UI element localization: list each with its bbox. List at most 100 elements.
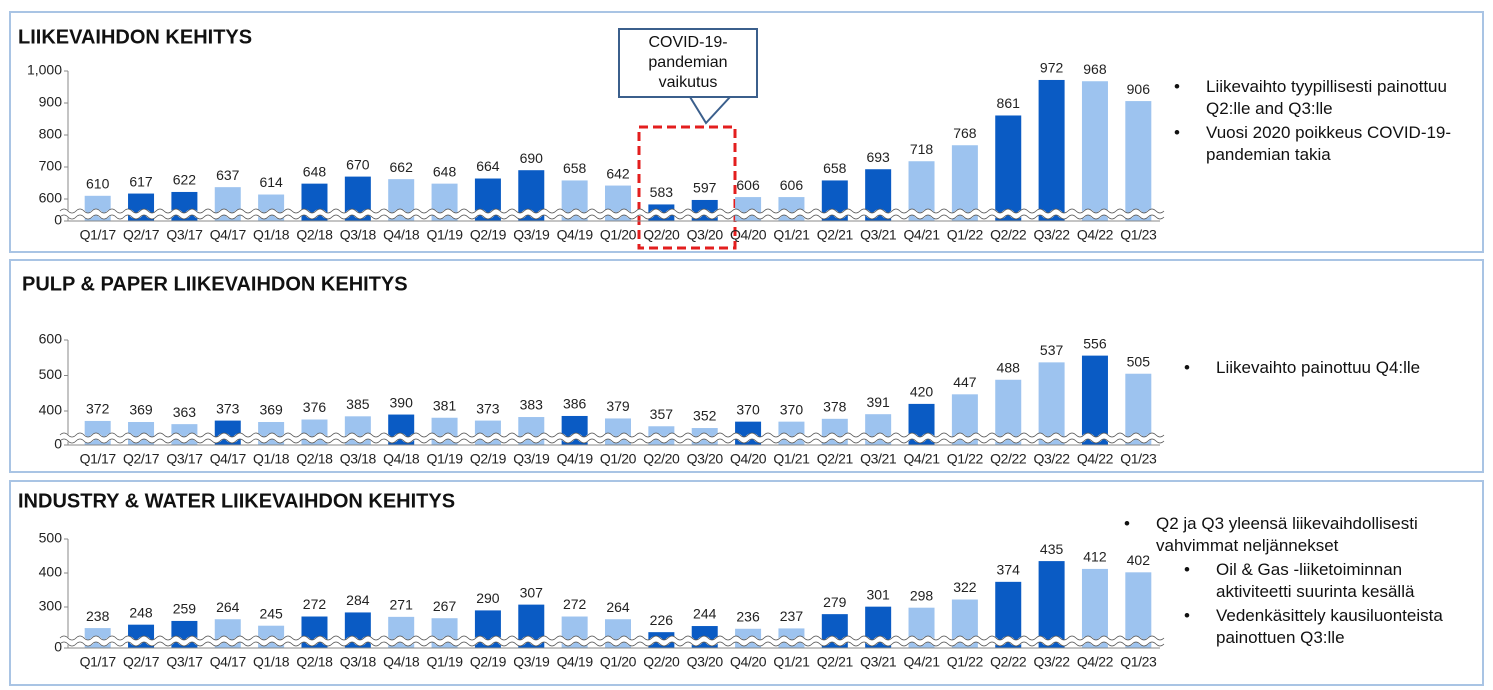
value-label: 606 (780, 177, 804, 193)
x-tick-label: Q2/21 (817, 451, 854, 467)
chart-title: LIIKEVAIHDON KEHITYS (18, 26, 252, 48)
y-tick-label: 600 (39, 331, 63, 347)
x-tick-label: Q4/17 (210, 227, 247, 243)
y-tick-label: 0 (54, 212, 62, 228)
x-tick-label: Q1/17 (80, 227, 117, 243)
x-tick-label: Q4/21 (903, 451, 940, 467)
value-label: 861 (997, 95, 1021, 111)
value-label: 664 (476, 158, 500, 174)
value-label: 906 (1127, 81, 1151, 97)
x-tick-label: Q4/20 (730, 227, 767, 243)
notes: Liikevaihto tyypillisesti painottuu Q2:l… (1170, 76, 1470, 168)
x-tick-label: Q3/22 (1034, 654, 1071, 670)
bar (995, 115, 1022, 221)
value-label: 374 (997, 562, 1021, 578)
callout-pointer (689, 96, 731, 125)
x-tick-label: Q4/19 (557, 451, 594, 467)
x-tick-label: Q4/20 (730, 654, 767, 670)
value-label: 537 (1040, 342, 1064, 358)
value-label: 238 (86, 608, 110, 624)
x-tick-label: Q3/17 (166, 227, 203, 243)
value-label: 693 (866, 149, 890, 165)
value-label: 279 (823, 594, 847, 610)
value-label: 226 (650, 612, 674, 628)
x-tick-label: Q4/18 (383, 654, 420, 670)
notes: Liikevaihto painottuu Q4:lle (1180, 357, 1480, 381)
value-label: 386 (563, 396, 587, 412)
x-tick-label: Q2/22 (990, 451, 1027, 467)
note: Vedenkäsittely kausiluonteista painottue… (1180, 605, 1480, 649)
note: Q2 ja Q3 yleensä liikevaihdollisesti vah… (1120, 513, 1470, 557)
x-tick-label: Q3/17 (166, 654, 203, 670)
x-tick-label: Q3/21 (860, 654, 897, 670)
x-tick-label: Q1/20 (600, 227, 637, 243)
y-tick-label: 1,000 (27, 62, 62, 78)
value-label: 244 (693, 606, 717, 622)
x-tick-label: Q1/17 (80, 451, 117, 467)
bar (1081, 81, 1108, 222)
x-tick-label: Q1/21 (773, 451, 810, 467)
value-label: 383 (520, 397, 544, 413)
y-tick-label: 400 (39, 564, 63, 580)
y-tick-label: 500 (39, 366, 63, 382)
bar (1038, 79, 1065, 222)
value-label: 378 (823, 399, 847, 415)
y-tick-label: 500 (39, 530, 63, 546)
x-tick-label: Q4/21 (903, 227, 940, 243)
x-tick-label: Q3/20 (687, 451, 724, 467)
x-tick-label: Q4/18 (383, 227, 420, 243)
x-tick-label: Q2/22 (990, 654, 1027, 670)
value-label: 610 (86, 176, 110, 192)
value-label: 606 (736, 177, 760, 193)
callout: COVID-19-pandemian vaikutus (618, 28, 758, 98)
value-label: 662 (390, 159, 414, 175)
value-label: 284 (346, 592, 370, 608)
value-label: 322 (953, 579, 977, 595)
value-label: 690 (520, 150, 544, 166)
y-tick-label: 0 (54, 639, 62, 655)
x-tick-label: Q1/23 (1120, 227, 1157, 243)
x-tick-label: Q2/17 (123, 654, 160, 670)
value-label: 376 (303, 399, 327, 415)
x-tick-label: Q4/18 (383, 451, 420, 467)
notes: Q2 ja Q3 yleensä liikevaihdollisesti vah… (1120, 513, 1470, 559)
x-tick-label: Q3/19 (513, 654, 550, 670)
x-tick-label: Q3/21 (860, 451, 897, 467)
value-label: 968 (1083, 61, 1107, 77)
value-label: 298 (910, 587, 934, 603)
x-tick-label: Q2/18 (296, 654, 333, 670)
axis-break-line (59, 432, 1165, 438)
value-label: 583 (650, 184, 674, 200)
axis-break (57, 433, 1167, 443)
value-label: 597 (693, 180, 717, 196)
x-tick-label: Q1/21 (773, 654, 810, 670)
bar (951, 145, 978, 221)
value-label: 237 (780, 608, 804, 624)
axis-break-line (59, 208, 1165, 214)
x-tick-label: Q2/18 (296, 451, 333, 467)
x-tick-label: Q1/19 (426, 227, 463, 243)
bar (1125, 101, 1152, 221)
bar (1038, 561, 1065, 648)
x-tick-label: Q1/23 (1120, 654, 1157, 670)
x-tick-label: Q2/18 (296, 227, 333, 243)
value-label: 642 (606, 165, 630, 181)
x-tick-label: Q3/21 (860, 227, 897, 243)
x-tick-label: Q4/22 (1077, 227, 1114, 243)
x-tick-label: Q3/20 (687, 654, 724, 670)
y-tick-label: 700 (39, 158, 63, 174)
value-label: 245 (259, 605, 283, 621)
value-label: 363 (173, 404, 197, 420)
value-label: 447 (953, 374, 977, 390)
note: Vuosi 2020 poikkeus COVID-19-pandemian t… (1170, 122, 1470, 166)
x-tick-label: Q3/22 (1034, 227, 1071, 243)
axis-break-line (59, 438, 1165, 444)
x-tick-label: Q3/20 (687, 227, 724, 243)
axis-break-line (59, 214, 1165, 220)
panel (9, 11, 1484, 253)
x-tick-label: Q2/22 (990, 227, 1027, 243)
value-label: 264 (606, 599, 630, 615)
chart-title: INDUSTRY & WATER LIIKEVAIHDON KEHITYS (18, 490, 455, 512)
value-label: 622 (173, 172, 197, 188)
value-label: 614 (259, 174, 283, 190)
